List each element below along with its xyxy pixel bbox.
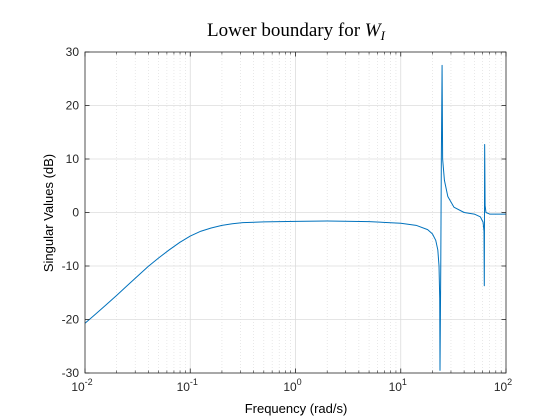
y-tick-labels: -30 -20 -10 0 10 20 30 [62, 45, 80, 380]
x-tick-label: 102 [494, 377, 512, 394]
x-tick-label: 101 [389, 377, 407, 394]
y-tick-label: 10 [66, 152, 80, 166]
chart-title-text: Lower boundary for [207, 20, 361, 41]
chart-title: Lower boundary for WI [207, 20, 386, 43]
y-tick-label: 30 [66, 45, 80, 59]
y-tick-label: -10 [62, 259, 80, 273]
chart-title-subscript: I [380, 28, 386, 43]
y-tick-label: -20 [62, 313, 80, 327]
y-tick-label: 20 [66, 99, 80, 113]
y-axis-label: Singular Values (dB) [41, 154, 56, 272]
x-axis-label: Frequency (rad/s) [245, 401, 348, 416]
x-tick-labels: 10-2 10-1 100 101 102 [71, 377, 512, 394]
x-tick-label: 10-1 [177, 377, 198, 394]
y-tick-label: -30 [62, 366, 80, 380]
x-tick-label: 100 [283, 377, 301, 394]
y-tick-label: 0 [72, 206, 79, 220]
